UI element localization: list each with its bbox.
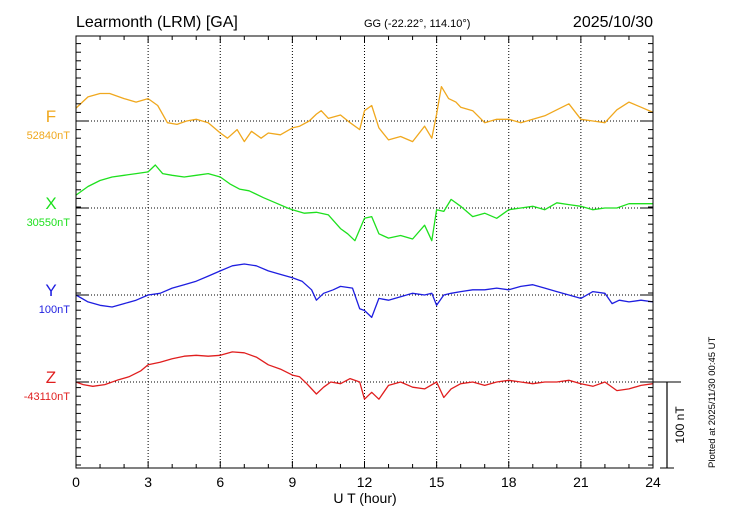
plotted-timestamp: Plotted at 2025/11/30 00:45 UT <box>707 336 718 468</box>
x-tick-label: 12 <box>357 474 373 490</box>
x-tick-label: 21 <box>573 474 589 490</box>
chart-date: 2025/10/30 <box>573 14 653 31</box>
series-name-f: F <box>46 107 56 126</box>
x-tick-label: 24 <box>645 474 661 490</box>
station-coordinates: GG (-22.22°, 114.10°) <box>364 18 470 30</box>
x-axis-label: U T (hour) <box>333 490 396 506</box>
trace-x <box>75 164 653 242</box>
x-tick-label: 15 <box>429 474 445 490</box>
axes-group: 0 3 6 9 12 15 18 21 24 100 nT <box>72 35 687 490</box>
baseline-value-y: 100nT <box>39 304 70 316</box>
series-name-y: Y <box>45 281 56 300</box>
grid-lines <box>76 36 653 468</box>
x-tick-label: 0 <box>72 474 80 490</box>
baseline-value-f: 52840nT <box>27 130 71 142</box>
series-labels: F 52840nT X 30550nT Y 100nT Z -43110nT <box>24 107 71 403</box>
scale-bar-label: 100 nT <box>673 406 687 444</box>
station-title: Learmonth (LRM) [GA] <box>76 14 238 31</box>
trace-f <box>75 85 654 143</box>
trace-z <box>75 351 654 400</box>
baseline-value-x: 30550nT <box>27 217 71 229</box>
series-name-z: Z <box>46 368 56 387</box>
x-tick-label: 18 <box>501 474 517 490</box>
x-tick-label: 9 <box>288 474 296 490</box>
traces-group <box>75 85 654 400</box>
baseline-value-z: -43110nT <box>24 391 71 403</box>
x-tick-label: 3 <box>144 474 152 490</box>
series-name-x: X <box>45 194 56 213</box>
trace-y <box>75 263 654 319</box>
x-tick-label: 6 <box>216 474 224 490</box>
